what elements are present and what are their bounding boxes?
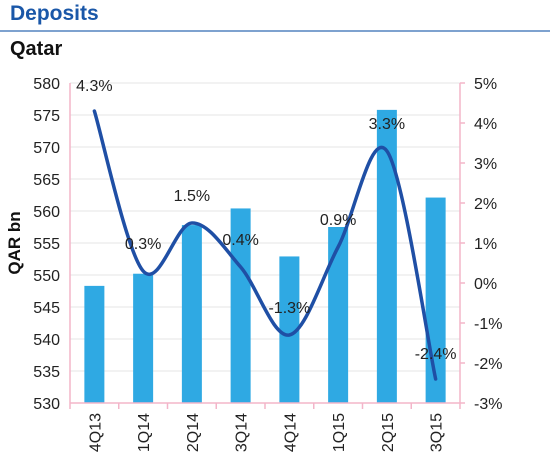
x-tick-label: 4Q13: [87, 413, 104, 452]
line-series: [92, 109, 438, 381]
data-label: 1.5%: [174, 188, 210, 205]
data-label: 4.3%: [76, 78, 112, 95]
data-label: 3.3%: [369, 116, 405, 133]
left-tick-label: 565: [33, 172, 60, 189]
right-tick-label: 5%: [474, 76, 497, 93]
bar: [230, 208, 251, 403]
bar: [279, 256, 300, 403]
bar: [376, 109, 397, 403]
left-tick-label: 550: [33, 268, 60, 285]
y-axis-label: QAR bn: [5, 211, 24, 274]
data-label: -2.4%: [415, 346, 457, 363]
chart-title: Qatar: [10, 38, 63, 60]
left-tick-label: 545: [33, 300, 60, 317]
right-axis-ticks: -3% -2% -1% 0% 1% 2% 3% 4% 5%: [474, 76, 502, 413]
header-divider: [0, 30, 550, 32]
right-tick-label: 4%: [474, 116, 497, 133]
bar-series: [84, 109, 446, 403]
x-tick-label: 2Q14: [185, 413, 202, 452]
left-tick-label: 560: [33, 204, 60, 221]
data-label: 0.9%: [320, 212, 356, 229]
left-tick-label: 580: [33, 76, 60, 93]
left-tick-label: 530: [33, 396, 60, 413]
x-axis-ticks: 4Q13 1Q14 2Q14 3Q14 4Q14 1Q15 2Q15 3Q15: [87, 413, 445, 452]
axes: [69, 82, 465, 409]
x-tick-label: 1Q15: [331, 413, 348, 452]
page-title: Deposits: [10, 2, 99, 25]
data-label: 0.4%: [222, 232, 258, 249]
x-tick-label: 2Q15: [380, 413, 397, 452]
left-tick-label: 535: [33, 364, 60, 381]
left-axis-ticks: 530 535 540 545 550 555 560 565 570 575 580: [33, 76, 60, 413]
header-bar: Deposits: [0, 0, 550, 32]
right-tick-label: 3%: [474, 156, 497, 173]
right-tick-label: 2%: [474, 196, 497, 213]
data-label: -1.3%: [268, 300, 310, 317]
right-tick-label: 0%: [474, 276, 497, 293]
x-tick-label: 4Q14: [282, 413, 299, 452]
x-tick-label: 1Q14: [136, 413, 153, 452]
bar: [84, 285, 105, 403]
right-tick-label: -1%: [474, 316, 502, 333]
left-tick-label: 540: [33, 332, 60, 349]
right-tick-label: -2%: [474, 356, 502, 373]
data-label: 0.3%: [125, 236, 161, 253]
x-tick-label: 3Q14: [234, 413, 251, 452]
left-tick-label: 575: [33, 108, 60, 125]
left-tick-label: 555: [33, 236, 60, 253]
bar: [181, 225, 202, 403]
left-tick-label: 570: [33, 140, 60, 157]
bar: [328, 227, 349, 403]
right-tick-label: -3%: [474, 396, 502, 413]
right-tick-label: 1%: [474, 236, 497, 253]
x-tick-label: 3Q15: [429, 413, 446, 452]
bar: [133, 273, 154, 403]
line-data-labels: 4.3% 0.3% 1.5% 0.4% -1.3% 0.9% 3.3% -2.4%: [76, 78, 456, 363]
